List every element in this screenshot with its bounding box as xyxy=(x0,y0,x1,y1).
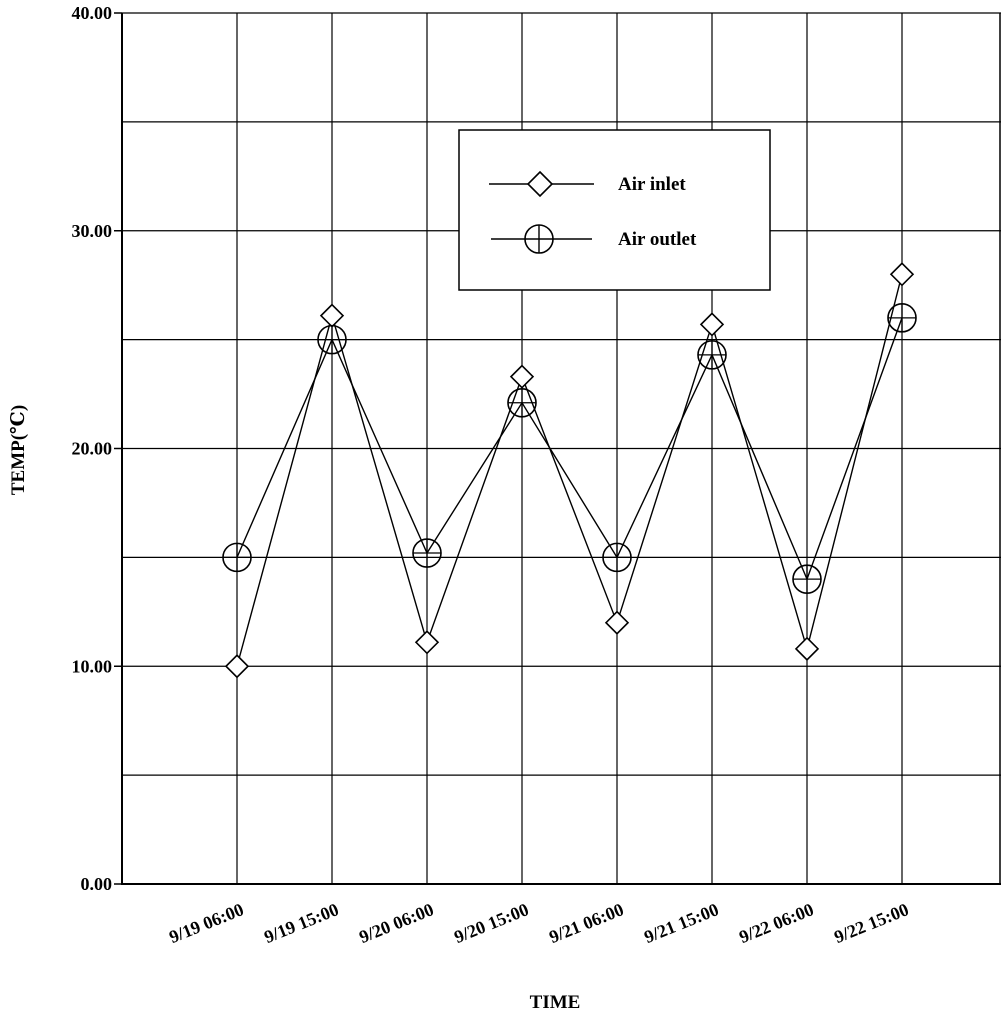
point-air-inlet xyxy=(509,364,535,389)
y-tick-label: 0.00 xyxy=(81,874,113,894)
x-tick-label: 9/19 06:00 xyxy=(166,899,246,947)
legend-marker-air-inlet xyxy=(526,170,554,198)
legend-label-air-inlet: Air inlet xyxy=(618,174,686,195)
x-tick-label: 9/20 06:00 xyxy=(356,899,436,947)
x-tick-label: 9/21 15:00 xyxy=(641,899,721,947)
y-tick-labels: 0.00 10.00 20.00 30.00 40.00 xyxy=(72,3,113,894)
legend-marker-air-outlet xyxy=(524,224,554,254)
legend: Air inlet Air outlet xyxy=(458,129,771,291)
legend-label-air-outlet: Air outlet xyxy=(618,229,697,250)
point-air-inlet xyxy=(604,610,630,635)
y-axis-title: TEMP(℃) xyxy=(8,405,29,495)
point-air-outlet xyxy=(602,542,632,573)
x-tick-label: 9/21 06:00 xyxy=(546,899,626,947)
x-tick-labels: 9/19 06:00 9/19 15:00 9/20 06:00 9/20 15:00… xyxy=(166,899,911,947)
x-tick-label: 9/22 06:00 xyxy=(736,899,816,947)
axes xyxy=(114,12,1001,885)
point-air-inlet xyxy=(794,636,820,661)
point-air-inlet xyxy=(414,630,440,655)
point-air-inlet xyxy=(889,262,915,287)
y-tick-label: 30.00 xyxy=(72,221,113,241)
point-air-inlet xyxy=(699,312,725,337)
series-line-air-inlet xyxy=(236,274,903,667)
point-air-inlet xyxy=(224,654,250,679)
point-air-outlet xyxy=(412,538,442,568)
point-air-outlet xyxy=(222,542,252,573)
x-tick-label: 9/19 15:00 xyxy=(261,899,341,947)
y-tick-label: 40.00 xyxy=(72,3,113,23)
point-air-inlet xyxy=(319,303,345,328)
point-air-outlet xyxy=(887,303,917,333)
x-axis-title: TIME xyxy=(530,992,581,1013)
y-tick-label: 20.00 xyxy=(72,439,113,459)
x-tick-label: 9/20 15:00 xyxy=(451,899,531,947)
legend-box xyxy=(458,129,771,291)
point-air-outlet xyxy=(697,340,727,370)
series-line-air-outlet xyxy=(236,317,903,582)
point-air-outlet xyxy=(507,387,537,418)
x-tick-label: 9/22 15:00 xyxy=(831,899,911,947)
y-tick-label: 10.00 xyxy=(72,656,113,676)
point-air-outlet xyxy=(317,324,347,355)
point-air-outlet xyxy=(792,564,822,594)
series-layer xyxy=(222,262,917,679)
